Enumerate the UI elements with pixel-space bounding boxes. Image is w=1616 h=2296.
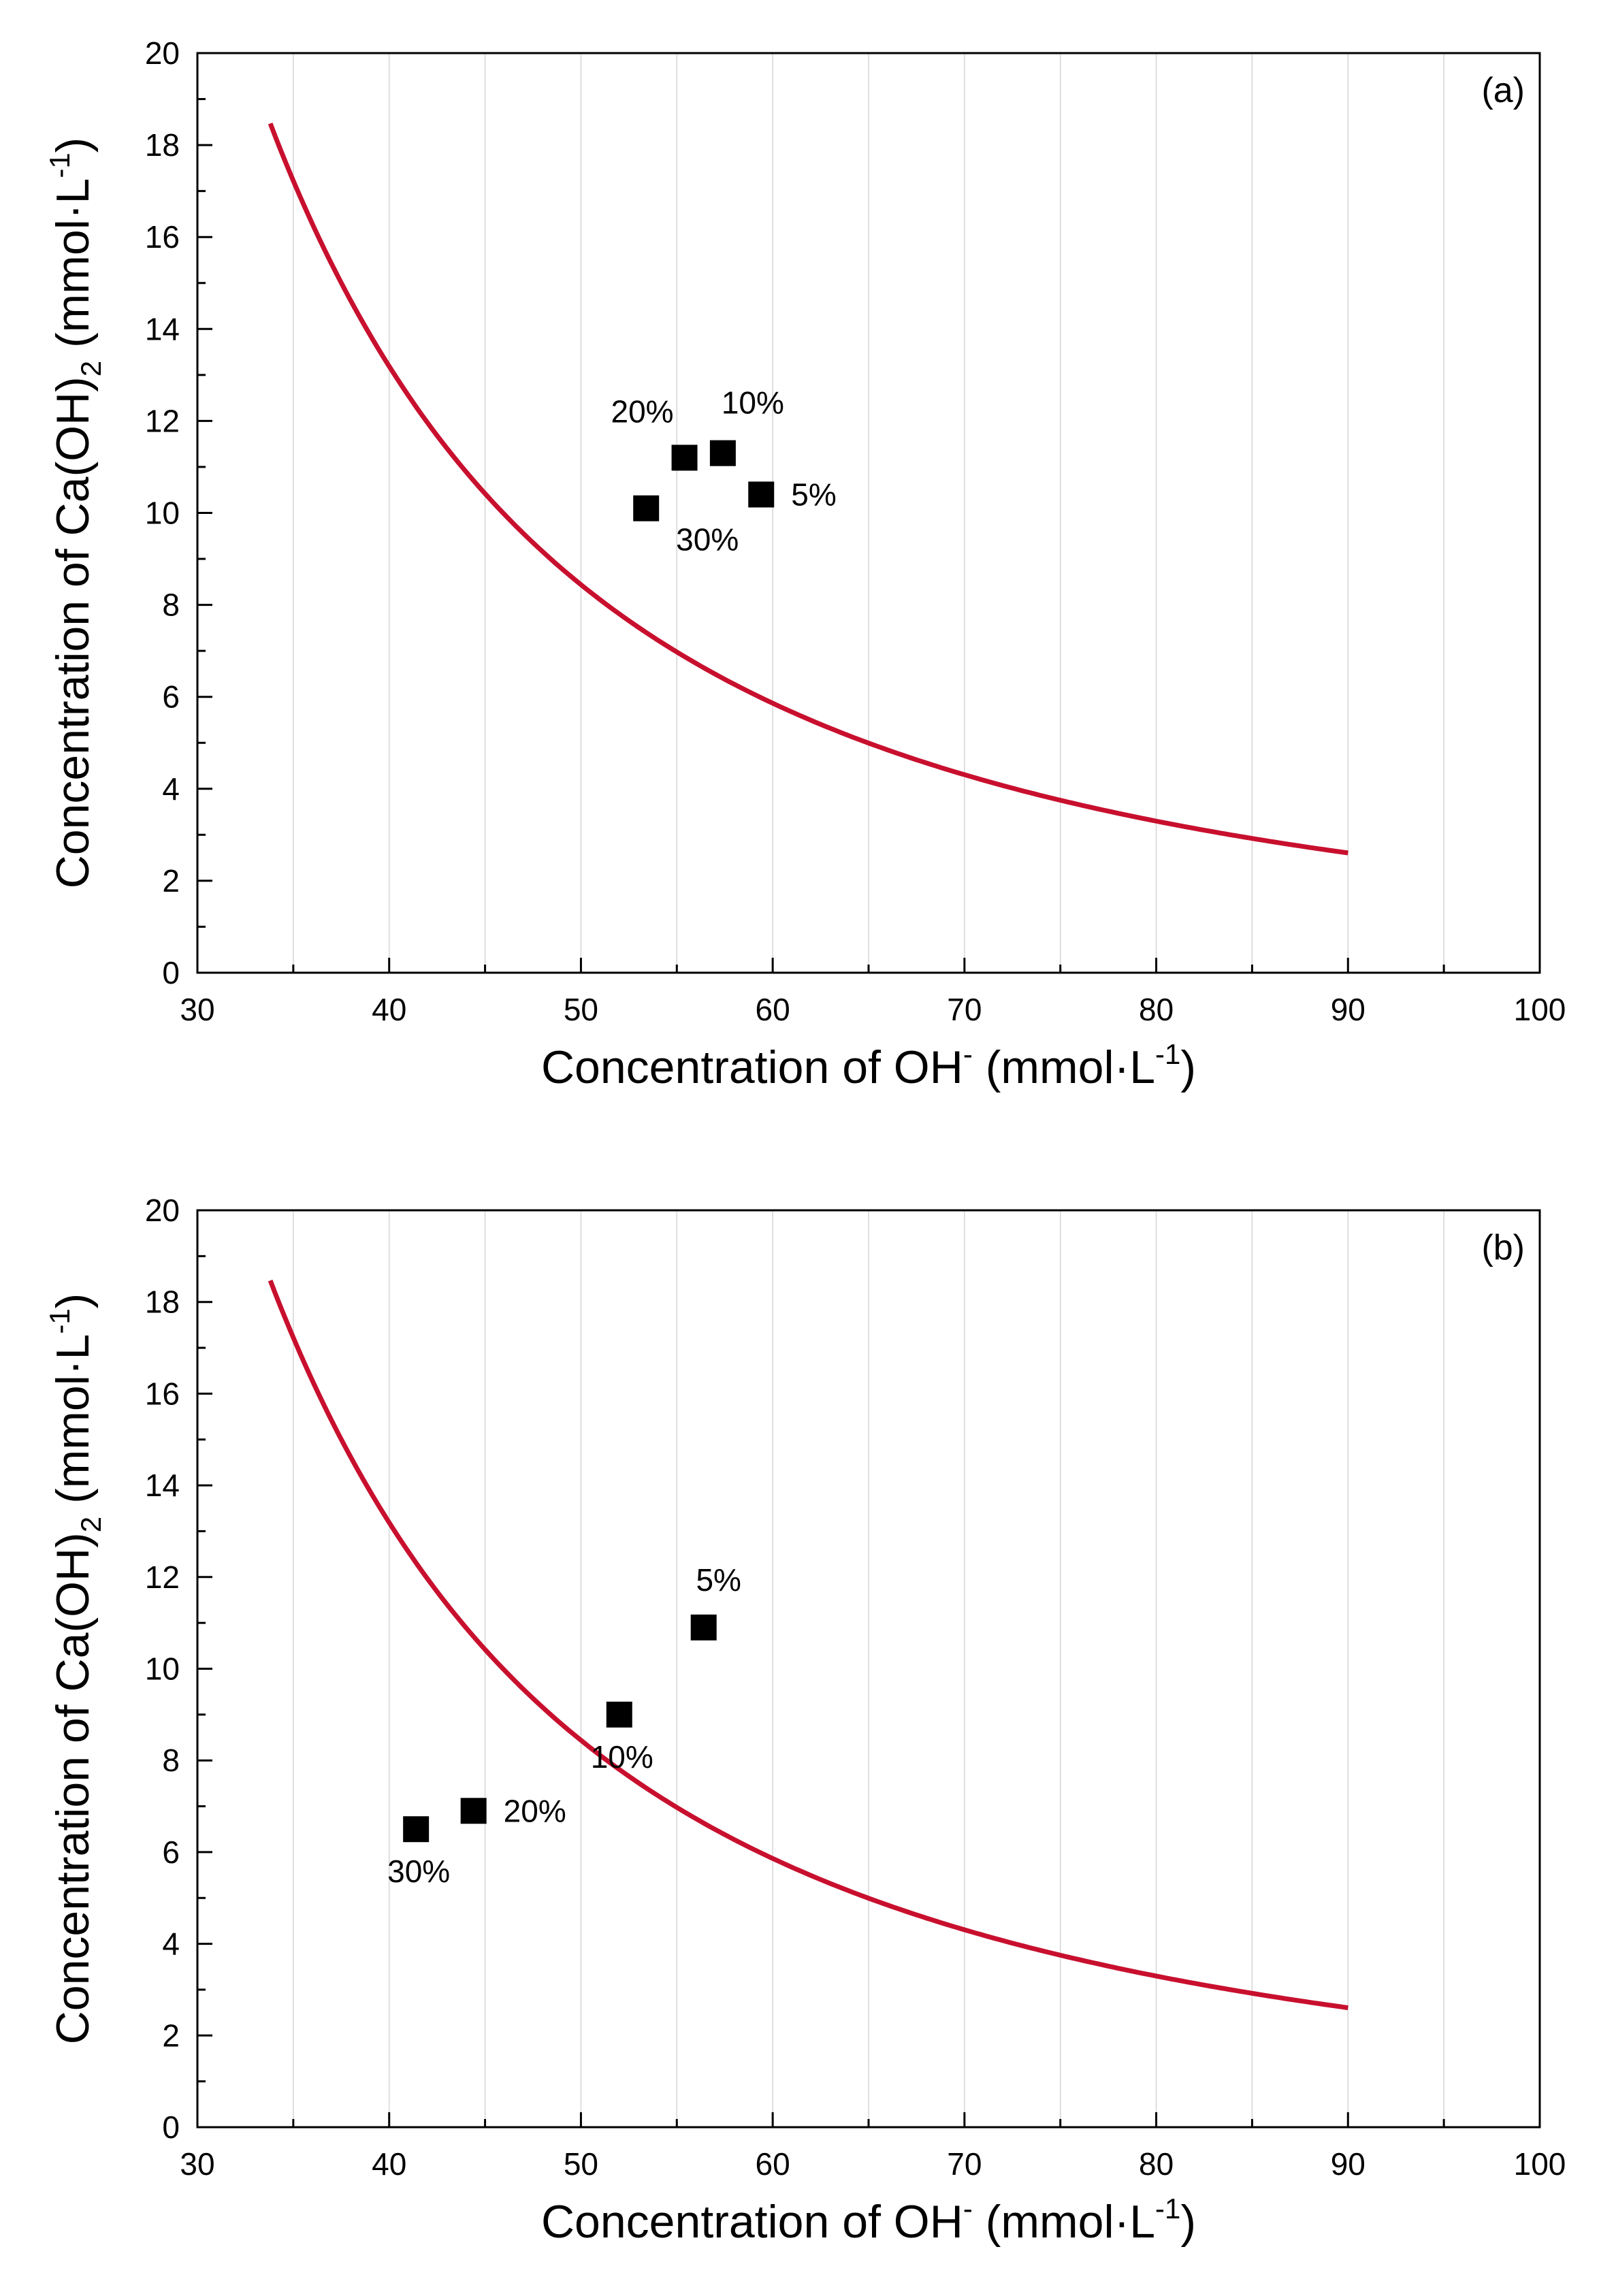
- data-point: [671, 444, 698, 471]
- y-axis: 0 2 4 6 8 10 12 14 16 18 20: [145, 35, 212, 990]
- y-tick-label: 8: [162, 1743, 180, 1778]
- solubility-curve: [268, 123, 1348, 856]
- data-point-label: 30%: [676, 522, 739, 557]
- x-tick-label: 30: [180, 2146, 214, 2182]
- y-tick-label: 4: [162, 771, 180, 807]
- x-tick-label: 30: [180, 992, 214, 1027]
- x-tick-label: 90: [1331, 992, 1365, 1027]
- data-point-group: 10%: [709, 385, 784, 466]
- y-tick-label: 4: [162, 1926, 180, 1962]
- data-point-label: 10%: [722, 385, 784, 421]
- y-tick-label: 20: [145, 35, 180, 71]
- data-point-group: 5%: [690, 1562, 741, 1640]
- y-tick-label: 10: [145, 1651, 180, 1687]
- y-tick-label: 18: [145, 1284, 180, 1320]
- data-point: [690, 1614, 717, 1640]
- data-point-label: 5%: [696, 1562, 741, 1598]
- data-point: [748, 481, 775, 508]
- x-tick-label: 100: [1514, 2146, 1566, 2182]
- solubility-curve: [268, 1279, 1348, 2011]
- data-point-group: 30%: [387, 1816, 450, 1889]
- y-tick-label: 14: [145, 311, 180, 346]
- data-point-label: 30%: [387, 1854, 450, 1889]
- y-tick-label: 14: [145, 1468, 180, 1503]
- x-tick-label: 50: [564, 2146, 598, 2182]
- data-point-label: 10%: [591, 1739, 653, 1775]
- grid-lines: [293, 53, 1444, 973]
- panel-a: 30 40 50 60 70 80 90 100 0 2 4 6 8 10 12 14 16 18 20 Concen…: [44, 35, 1566, 1093]
- y-tick-label: 20: [145, 1193, 180, 1228]
- y-tick-label: 16: [145, 1376, 180, 1411]
- panel-b: 30 40 50 60 70 80 90 100 0 2 4 6 8 10 12 14 16 18 20 Concen…: [44, 1193, 1566, 2248]
- y-tick-label: 2: [162, 2018, 180, 2053]
- y-axis-title: Concentration of Ca(OH)2 (mmol·L-1): [44, 1293, 107, 2045]
- x-tick-label: 80: [1139, 2146, 1174, 2182]
- x-tick-label: 60: [756, 992, 790, 1027]
- x-tick-label: 70: [947, 992, 982, 1027]
- panel-label: (b): [1481, 1228, 1525, 1267]
- panel-label: (a): [1481, 71, 1525, 110]
- data-point: [633, 495, 660, 521]
- data-point-group: 10%: [591, 1701, 653, 1775]
- y-tick-label: 12: [145, 403, 180, 438]
- data-point-label: 20%: [611, 393, 674, 429]
- x-tick-label: 90: [1331, 2146, 1365, 2182]
- x-tick-label: 80: [1139, 992, 1174, 1027]
- x-tick-label: 50: [564, 992, 598, 1027]
- data-point-group: 30%: [633, 495, 739, 557]
- data-point-group: 20%: [611, 393, 698, 471]
- data-point-label: 5%: [791, 476, 836, 512]
- grid-lines: [293, 1210, 1444, 2127]
- x-tick-label: 60: [756, 2146, 790, 2182]
- x-axis-title: Concentration of OH- (mmol·L-1): [541, 1038, 1196, 1093]
- y-tick-label: 0: [162, 955, 180, 990]
- y-tick-label: 8: [162, 587, 180, 623]
- data-point-label: 20%: [504, 1793, 566, 1828]
- x-axis: 30 40 50 60 70 80 90 100: [180, 958, 1566, 1027]
- y-tick-label: 16: [145, 219, 180, 255]
- y-tick-label: 6: [162, 1834, 180, 1870]
- y-tick-label: 0: [162, 2109, 180, 2145]
- x-tick-label: 70: [947, 2146, 982, 2182]
- y-tick-label: 12: [145, 1559, 180, 1595]
- y-tick-label: 6: [162, 679, 180, 715]
- y-tick-label: 10: [145, 496, 180, 531]
- data-point-group: 20%: [460, 1793, 566, 1828]
- data-point: [403, 1816, 430, 1843]
- y-axis-title: Concentration of Ca(OH)2 (mmol·L-1): [44, 138, 107, 889]
- x-tick-label: 40: [372, 2146, 406, 2182]
- x-tick-label: 40: [372, 992, 406, 1027]
- x-axis: 30 40 50 60 70 80 90 100: [180, 2112, 1566, 2182]
- x-tick-label: 100: [1514, 992, 1566, 1027]
- y-tick-label: 2: [162, 863, 180, 899]
- data-point: [709, 440, 736, 466]
- data-point: [606, 1701, 632, 1728]
- y-axis: 0 2 4 6 8 10 12 14 16 18 20: [145, 1193, 212, 2145]
- y-tick-label: 18: [145, 127, 180, 163]
- data-point: [460, 1798, 487, 1824]
- data-point-group: 5%: [748, 476, 837, 512]
- x-axis-title: Concentration of OH- (mmol·L-1): [541, 2193, 1196, 2248]
